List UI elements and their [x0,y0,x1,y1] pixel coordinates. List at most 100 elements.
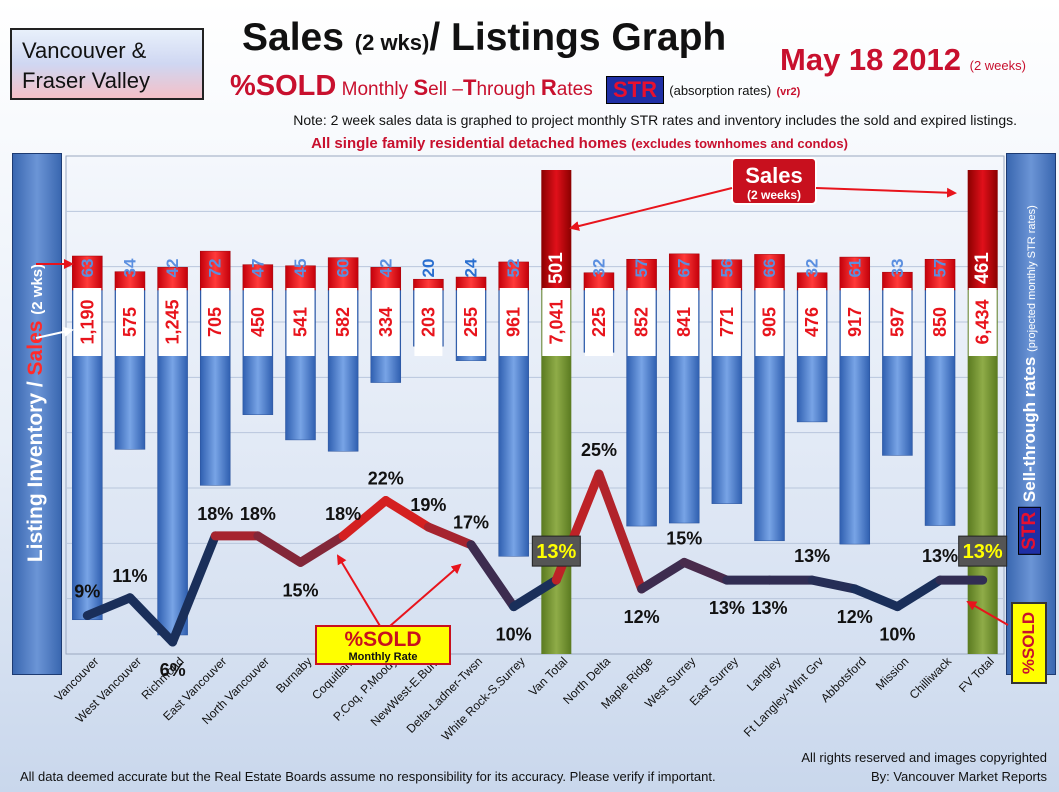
str-label: 22% [368,469,404,489]
sales-label: 67 [675,259,694,278]
str-label: 25% [581,440,617,460]
sales-label: 461 [972,252,993,284]
sales-bar [839,256,871,291]
sales-label: 47 [248,259,267,278]
sold-callout-arrow-right [389,563,462,627]
date-note: (2 weeks) [969,58,1026,73]
inventory-label: 476 [802,307,822,337]
str-total-box [531,535,581,567]
subtitle-ates: ates [556,79,593,100]
inventory-label: 905 [760,307,780,337]
str-line-segment [594,469,647,594]
inventory-label-bg [329,288,358,356]
sold-callout-sub: Monthly Rate [348,651,417,663]
str-pointer-arrow [966,601,1009,626]
sales-bar [668,253,700,291]
str-line-segment [381,496,433,532]
sales-label: 52 [504,259,523,278]
x-tick-label: FV Total [956,654,997,695]
inventory-label: 961 [504,307,524,337]
inventory-label: 852 [632,307,652,337]
x-tick-label: Delta-Ladner-Twsn [404,654,486,736]
sales-label: 42 [376,259,395,278]
inventory-label-bg [798,288,827,356]
sales-bar [754,254,785,291]
sold-callout-box [315,625,451,665]
str-label: 18% [197,504,233,524]
subtitle: %SOLD Monthly Sell –Through Rates STR (a… [230,70,800,104]
str-badge: STR [605,75,664,104]
version-note: (vr2) [776,86,801,98]
str-line-segment [82,593,135,620]
title-small: (2 wks) [354,30,430,55]
str-label: 13% [709,598,745,618]
sales-bar [242,264,274,291]
sales-label: 72 [206,259,225,278]
chart-title: Sales (2 wks)/ Listings Graph [242,16,726,60]
x-tick-label: Van Total [526,654,571,699]
inventory-label: 7,041 [546,299,566,344]
inventory-label-bg [883,288,912,356]
x-tick-label: Mission [873,654,912,693]
str-total-box [958,535,1008,567]
str-line-segment [892,575,945,612]
str-line-segment [168,531,220,647]
title-rest: / Listings Graph [429,16,727,59]
region-box: Vancouver & Fraser Valley [10,28,204,100]
x-tick-label: Chilliwack [907,654,955,702]
inventory-label-bg [414,288,443,356]
x-tick-label: Abbotsford [818,654,869,705]
inventory-label-bg [158,288,187,356]
inventory-label-bg [926,288,955,356]
str-label: 13% [751,598,787,618]
subtitle-hrough: hrough [476,79,536,100]
sales-bars [72,170,998,291]
inventory-label: 841 [674,307,694,337]
subtitle-ell: ell – [428,79,463,100]
scope-note: All single family residential detached h… [0,135,1059,152]
date-text: May 18 2012 [780,42,961,77]
sold-badge: %SOLD [1011,602,1047,684]
sales-label: 57 [931,259,950,278]
str-line-segment [253,531,305,567]
inventory-label-bg [542,288,571,356]
sales-label: 57 [632,259,651,278]
x-tick-label: Langley [744,654,784,694]
inventory-label: 705 [205,307,225,337]
inventory-label-bg [712,288,741,356]
inventory-label-bg [201,288,230,356]
inventory-label-bg [670,288,699,356]
inventory-label-bg [286,288,315,356]
sales-label: 61 [845,259,864,278]
inventory-label-bg [243,288,272,356]
inventory-label: 582 [333,307,353,337]
str-label: 12% [837,607,873,627]
sales-bar [498,261,529,291]
sales-bar [72,255,103,291]
str-label: 19% [410,495,446,515]
str-label: 9% [74,581,100,601]
report-date: May 18 2012 (2 weeks) [780,42,1026,78]
str-total-label: 13% [963,541,1003,563]
inventory-label: 850 [930,307,950,337]
str-line-segment [423,522,476,550]
inventory-pointer-arrow [35,326,74,339]
x-tick-label: Burnaby [273,654,315,696]
str-label: 18% [240,504,276,524]
inventory-label-bg [584,288,613,356]
absorption-note: (absorption rates) [669,83,772,98]
inventory-label: 6,434 [973,299,993,344]
subtitle-r: R [540,75,557,100]
inventory-label-bg [968,288,997,356]
inventory-label-bg [840,288,869,356]
inventory-label-bg [499,288,528,356]
inventory-labels: 1,190 575 1,245 705 450 541 582 334 203 255 961 7,0… [73,288,997,356]
title-main: Sales [242,16,344,59]
sales-label: 63 [78,259,97,278]
sales-bar [327,257,359,291]
str-line-segment [125,593,178,647]
sales-bar-total [967,170,998,290]
str-line-segment [296,531,348,567]
str-line-segment [466,540,519,612]
